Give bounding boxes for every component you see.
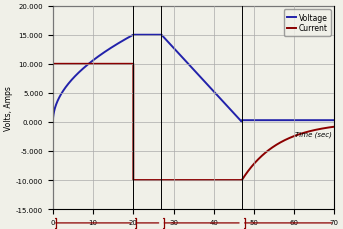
Current <box>171 179 175 182</box>
Voltage <box>71 77 75 80</box>
Line: Voltage: Voltage <box>53 35 334 122</box>
Line: Current: Current <box>53 65 334 180</box>
Current <box>126 63 130 66</box>
Current <box>201 179 205 182</box>
Voltage <box>229 110 234 113</box>
Y-axis label: Volts, Amps: Volts, Amps <box>4 86 13 130</box>
Legend: Voltage, Current: Voltage, Current <box>284 11 331 36</box>
Current <box>69 63 73 66</box>
Voltage <box>51 121 55 124</box>
Current <box>51 63 55 66</box>
Voltage <box>226 106 230 109</box>
Voltage <box>207 86 211 89</box>
Voltage <box>131 34 135 37</box>
Current <box>131 179 135 182</box>
Current <box>259 155 263 158</box>
Current <box>255 159 259 162</box>
Current <box>332 126 336 128</box>
Text: Time (sec): Time (sec) <box>295 131 332 138</box>
Voltage <box>332 119 336 122</box>
Voltage <box>155 34 159 37</box>
Voltage <box>134 34 138 37</box>
